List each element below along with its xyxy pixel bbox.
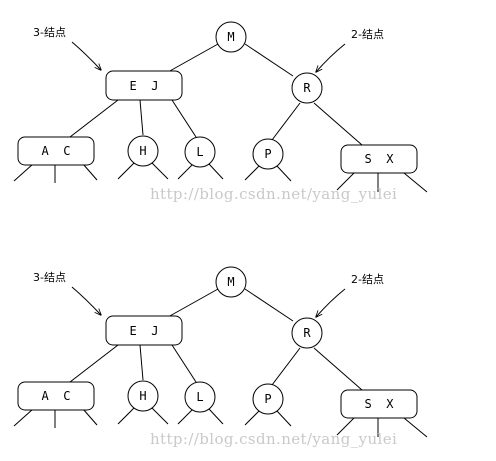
node-ej-label: E J <box>130 324 159 338</box>
node-ac-label: A C <box>42 144 71 158</box>
node-ej: E J <box>105 70 183 101</box>
node-h: H <box>127 135 159 167</box>
node-ac: A C <box>17 136 95 166</box>
node-sx: S X <box>340 144 418 174</box>
node-m-label: M <box>227 30 234 44</box>
watermark: http://blog.csdn.net/yang_yulei <box>150 185 397 203</box>
watermark: http://blog.csdn.net/yang_yulei <box>150 430 397 448</box>
node-ac-label: A C <box>42 389 71 403</box>
callout-3-node: 3-结点 <box>33 26 66 39</box>
node-m: M <box>215 266 247 298</box>
tree-diagram-bottom: M E J R A C H L P S X <box>13 266 428 448</box>
node-r: R <box>291 317 323 349</box>
node-sx: S X <box>340 389 418 419</box>
node-l: L <box>184 136 216 168</box>
node-sx-label: S X <box>365 397 395 411</box>
node-h: H <box>127 380 159 412</box>
node-r: R <box>291 72 323 104</box>
node-p: P <box>252 138 284 170</box>
node-r-label: R <box>303 326 311 340</box>
node-l-label: L <box>196 390 203 404</box>
callout-3-node: 3-结点 <box>33 271 66 284</box>
callout-2-node: 2-结点 <box>351 28 384 41</box>
node-h-label: H <box>139 144 146 158</box>
callout-2-node: 2-结点 <box>351 273 384 286</box>
node-ej: E J <box>105 315 183 346</box>
node-sx-label: S X <box>365 152 395 166</box>
node-ac: A C <box>17 381 95 411</box>
node-ej-label: E J <box>130 79 159 93</box>
node-h-label: H <box>139 389 146 403</box>
node-m-label: M <box>227 275 234 289</box>
node-r-label: R <box>303 81 311 95</box>
node-p-label: P <box>264 147 271 161</box>
tree-diagram-top: M E J R A C H L P S X <box>13 21 428 203</box>
node-p: P <box>252 383 284 415</box>
node-p-label: P <box>264 392 271 406</box>
node-l-label: L <box>196 145 203 159</box>
node-l: L <box>184 381 216 413</box>
node-m: M <box>215 21 247 53</box>
